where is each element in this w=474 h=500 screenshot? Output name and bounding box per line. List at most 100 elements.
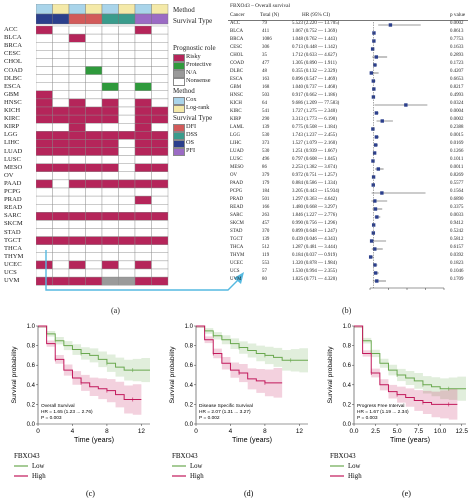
forest-p-cell: 0.6157 bbox=[450, 245, 464, 250]
heatmap-cell bbox=[151, 147, 169, 156]
forest-point bbox=[371, 231, 376, 235]
heatmap-cell bbox=[68, 171, 86, 181]
heatmap-cell bbox=[36, 82, 53, 91]
heatmap-cell bbox=[118, 171, 136, 181]
heatmap-cell bbox=[134, 147, 152, 156]
km-y-tick-label: 0.2 bbox=[343, 402, 352, 408]
forest-point bbox=[372, 31, 376, 35]
km-x-tick-label: 2.5 bbox=[371, 428, 380, 435]
km-x-tick-label: 8 bbox=[263, 428, 267, 435]
km-confidence-band bbox=[196, 326, 308, 374]
forest-hr-cell: 0.775 (0.508 — 1.184) bbox=[292, 125, 337, 130]
km-y-tick-label: 0.2 bbox=[185, 402, 194, 408]
forest-hr-cell: 1.048 (0.762 — 1.443) bbox=[292, 37, 337, 42]
km-y-label: Survival probability bbox=[169, 346, 176, 404]
km-x-tick-label: 5.0 bbox=[393, 428, 402, 435]
forest-point bbox=[368, 255, 373, 259]
heatmap-cell bbox=[85, 74, 103, 83]
km-plot-d: 0.0 0.2 0.4 0.6 0.8 1.0 0 4 8 12 Survival probabil… bbox=[169, 324, 308, 498]
legend-swatch bbox=[173, 70, 185, 78]
heatmap-cell bbox=[134, 195, 152, 205]
forest-cancer-cell: BLCA bbox=[230, 29, 244, 34]
heatmap-cell bbox=[151, 195, 169, 205]
km-y-tick-label: 0.8 bbox=[185, 344, 194, 350]
km-curve bbox=[38, 325, 142, 400]
forest-p-cell: 0.1266 bbox=[450, 149, 464, 154]
heatmap-cell bbox=[68, 228, 86, 237]
forest-hr-cell: 0.884 (0.586 — 1.334) bbox=[292, 181, 337, 186]
heatmap-cell bbox=[68, 236, 86, 245]
heatmap-row-label: ACC bbox=[4, 26, 18, 33]
forest-point bbox=[376, 167, 381, 171]
heatmap-cell bbox=[134, 139, 152, 148]
heatmap-cell bbox=[52, 66, 70, 75]
forest-p-cell: 0.0002 bbox=[450, 21, 464, 26]
forest-hr-cell: 1.530 (0.994 — 2.355) bbox=[292, 269, 337, 274]
heatmap-cell bbox=[52, 82, 70, 91]
heatmap-cell bbox=[85, 139, 103, 148]
heatmap-row-label: UCS bbox=[4, 269, 17, 276]
heatmap-row-label: KICH bbox=[4, 107, 21, 114]
forest-total-cell: 80 bbox=[262, 277, 267, 282]
heatmap-row-label: LIHC bbox=[4, 139, 20, 147]
heatmap-cell bbox=[68, 90, 86, 100]
forest-total-cell: 48 bbox=[262, 69, 267, 74]
heatmap-cell bbox=[101, 220, 119, 229]
forest-point bbox=[375, 279, 379, 283]
forest-hr-cell: 1.040 (0.737 — 1.468) bbox=[292, 85, 337, 90]
km-confidence-band bbox=[354, 326, 458, 421]
legend-title: Method bbox=[173, 87, 195, 95]
km-y-tick-label: 0.6 bbox=[343, 363, 352, 369]
heatmap-cell bbox=[36, 139, 53, 148]
legend-item-label: Risky bbox=[186, 53, 201, 60]
forest-row: THYM 119 0.184 (0.037 — 0.919) 0.0392 bbox=[226, 253, 472, 262]
heatmap-cell bbox=[36, 203, 53, 213]
heatmap-cell bbox=[134, 66, 152, 75]
heatmap-cell bbox=[151, 114, 169, 124]
heatmap-cell bbox=[68, 179, 86, 189]
heatmap-cell bbox=[68, 122, 86, 132]
heatmap-cell bbox=[151, 171, 169, 181]
heatmap-row-label: LUSC bbox=[4, 155, 21, 163]
heatmap-cell bbox=[52, 106, 70, 116]
heatmap-cell bbox=[118, 163, 136, 172]
forest-point bbox=[404, 103, 408, 107]
heatmap-cell bbox=[85, 171, 103, 181]
heatmap-cell bbox=[52, 98, 70, 108]
heatmap-cell bbox=[101, 114, 119, 124]
heatmap-cell bbox=[68, 42, 86, 51]
heatmap-grid bbox=[36, 4, 169, 286]
legend-item-label: PFI bbox=[186, 147, 196, 154]
heatmap-row-label: BLCA bbox=[4, 34, 22, 42]
heatmap-cell bbox=[52, 155, 70, 164]
forest-hr-cell: 1.297 (0.363 — 4.642) bbox=[292, 197, 337, 202]
heatmap-cell bbox=[101, 139, 119, 148]
heatmap-cell bbox=[36, 220, 53, 229]
forest-total-cell: 184 bbox=[262, 189, 270, 194]
heatmap-cell bbox=[134, 212, 152, 221]
km-annotation: P = 0.002 bbox=[199, 415, 220, 421]
km-x-label: Time (years) bbox=[74, 435, 114, 444]
forest-header-total: Total (N) bbox=[260, 12, 280, 18]
forest-row: SKCM 457 0.990 (0.756 — 1.296) 0.9412 bbox=[226, 221, 472, 230]
forest-header-rule bbox=[228, 20, 468, 21]
km-y-tick-label: 1.0 bbox=[343, 324, 352, 330]
forest-row: HNSC 503 0.917 (0.662 — 1.186) 0.4993 bbox=[226, 93, 472, 102]
km-annotation: P = 0.003 bbox=[41, 415, 62, 421]
heatmap-cell bbox=[85, 98, 103, 108]
heatmap-row-label: COAD bbox=[4, 66, 23, 74]
heatmap-cell bbox=[52, 33, 70, 43]
heatmap-cell bbox=[36, 187, 53, 197]
km-y-tick-label: 0.0 bbox=[343, 422, 352, 428]
heatmap-cell bbox=[68, 66, 86, 75]
heatmap-cell bbox=[134, 114, 152, 124]
forest-row: DLBC 48 0.355 (0.132 — 2.329) 0.4207 bbox=[226, 69, 472, 78]
forest-hr-cell: 2.253 (1.382 — 3.674) bbox=[292, 165, 337, 170]
legend-item-label: OS bbox=[186, 139, 195, 146]
forest-row: MESO 86 2.253 (1.382 — 3.674) 0.0011 bbox=[226, 165, 472, 174]
forest-hr-cell: 0.797 (0.608 — 1.045) bbox=[292, 157, 337, 162]
heatmap-cell bbox=[101, 90, 119, 100]
heatmap-cell bbox=[118, 82, 136, 91]
km-y-tick-label: 0.8 bbox=[343, 344, 352, 350]
forest-row: TGCT 139 0.439 (0.046 — 4.343) 0.5812 bbox=[226, 237, 472, 246]
